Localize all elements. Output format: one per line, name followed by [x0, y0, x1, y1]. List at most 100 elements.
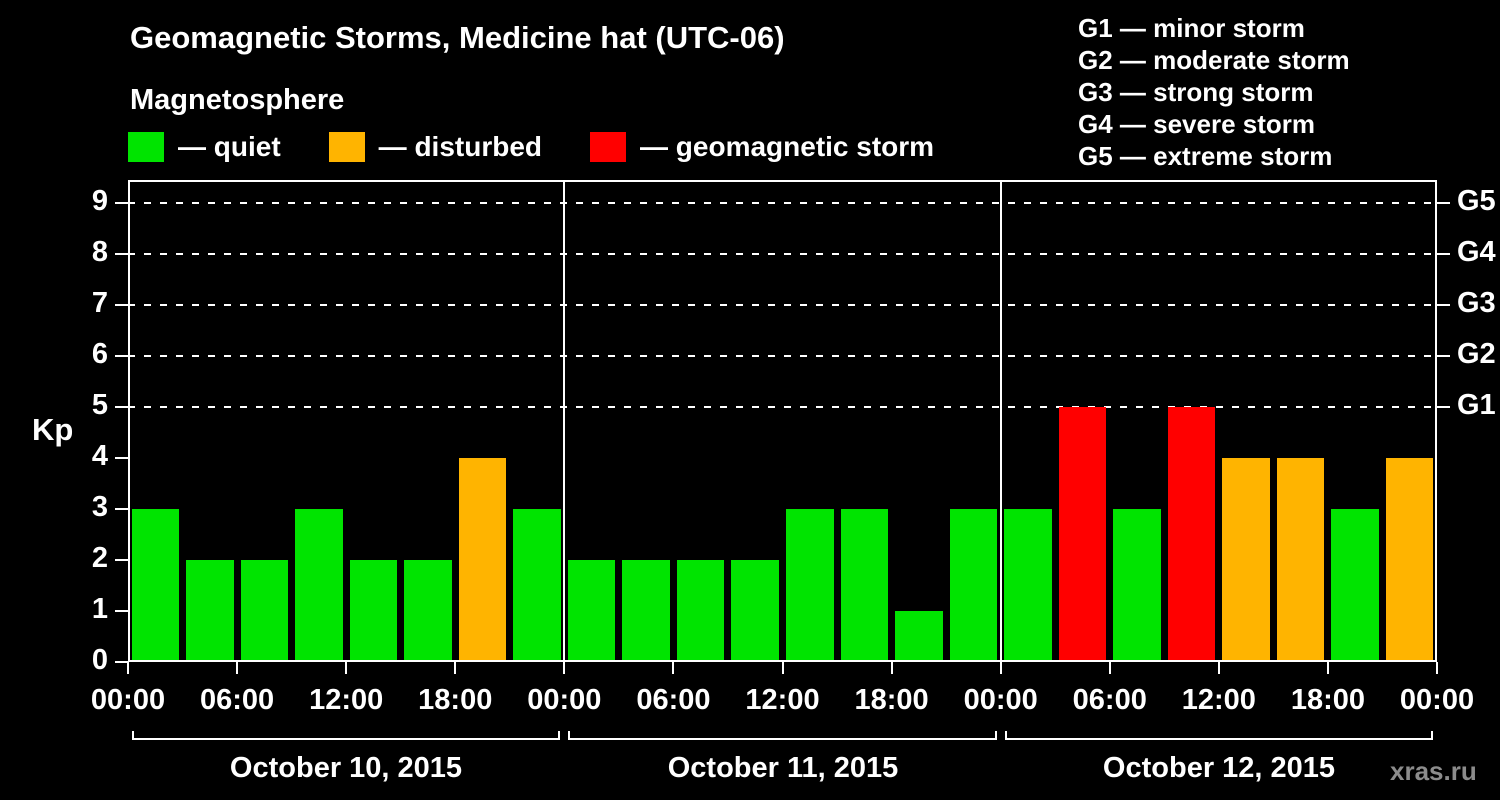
quiet-color-swatch — [128, 132, 164, 162]
x-tick-label: 12:00 — [745, 684, 820, 716]
g-tick-label: G3 — [1457, 287, 1496, 319]
x-tick-label: 06:00 — [636, 684, 711, 716]
kp-bar — [240, 560, 289, 662]
y-tick — [115, 253, 128, 255]
y-tick — [115, 304, 128, 306]
day-bracket-end — [1431, 731, 1433, 740]
x-tick — [127, 662, 129, 674]
x-tick-label: 12:00 — [309, 684, 384, 716]
y-tick-label: 2 — [91, 542, 108, 574]
kp-bar — [676, 560, 725, 662]
page-title: Geomagnetic Storms, Medicine hat (UTC-06… — [130, 20, 785, 55]
day-label-2: October 11, 2015 — [667, 752, 899, 784]
kp-bar — [1058, 407, 1107, 662]
gridline-kp-6 — [128, 355, 1437, 357]
x-tick — [672, 662, 675, 674]
kp-bar — [295, 509, 343, 662]
kp-bar — [349, 560, 398, 662]
legend: — quiet — disturbed — geomagnetic storm — [128, 131, 934, 163]
day-bracket-end — [994, 731, 997, 740]
kp-bar — [949, 509, 998, 662]
g-tick — [1437, 202, 1450, 204]
y-tick-label: 7 — [91, 287, 108, 319]
x-tick — [345, 662, 348, 674]
g-tick-label: G2 — [1457, 338, 1496, 370]
g-tick — [1437, 253, 1450, 255]
day-bracket-end — [132, 731, 134, 740]
g1-legend-line: G1 — minor storm — [1078, 13, 1305, 43]
x-tick — [1326, 662, 1329, 674]
y-tick — [115, 406, 128, 408]
x-tick — [563, 662, 566, 674]
x-tick-label: 18:00 — [418, 684, 493, 716]
g3-legend-line: G3 — strong storm — [1078, 77, 1314, 107]
y-tick-label: 6 — [91, 338, 108, 370]
day-bracket-line — [1004, 738, 1433, 740]
g-tick-label: G5 — [1457, 185, 1496, 217]
y-tick-label: 1 — [91, 593, 108, 625]
kp-bar — [1167, 407, 1216, 662]
kp-bar — [1331, 509, 1379, 662]
x-tick — [999, 662, 1002, 674]
x-tick-label: 18:00 — [854, 684, 929, 716]
x-tick-label: 06:00 — [1072, 684, 1147, 716]
day-separator — [999, 180, 1002, 662]
gridline-kp-9 — [128, 202, 1437, 204]
x-tick-label: 00:00 — [90, 684, 166, 716]
kp-bar — [1004, 509, 1052, 662]
day-bracket-end — [558, 731, 561, 740]
g2-legend-line: G2 — moderate storm — [1078, 45, 1350, 75]
g-tick — [1437, 355, 1450, 357]
day-bracket-end — [568, 731, 571, 740]
watermark: xras.ru — [1390, 756, 1477, 786]
plot-border — [128, 180, 1437, 662]
y-tick-label: 4 — [91, 440, 108, 472]
day-bracket-line — [568, 738, 997, 740]
x-tick — [236, 662, 239, 674]
kp-bar — [1222, 458, 1270, 662]
legend-item-storm: — geomagnetic storm — [590, 131, 934, 163]
g-tick-label: G1 — [1457, 389, 1496, 421]
kp-bar — [186, 560, 234, 662]
kp-bar — [404, 560, 452, 662]
kp-bar — [458, 458, 507, 662]
x-tick — [454, 662, 457, 674]
y-axis-title: Kp — [32, 412, 74, 447]
kp-bar — [1385, 458, 1434, 662]
y-tick — [115, 355, 128, 357]
kp-bar — [567, 560, 616, 662]
x-tick — [1436, 662, 1438, 674]
legend-label-quiet: — quiet — [178, 131, 281, 162]
day-bracket-line — [132, 738, 561, 740]
g5-legend-line: G5 — extreme storm — [1078, 141, 1333, 171]
x-tick — [1108, 662, 1111, 674]
x-tick-label: 18:00 — [1290, 684, 1365, 716]
day-label-1: October 10, 2015 — [229, 752, 463, 784]
day-bracket-end — [1004, 731, 1007, 740]
day-separator — [563, 180, 566, 662]
day-label-3: October 12, 2015 — [1102, 752, 1336, 784]
y-tick-label: 0 — [91, 644, 108, 676]
legend-label-storm: — geomagnetic storm — [640, 131, 935, 162]
kp-bar — [622, 560, 670, 662]
kp-bar — [1113, 509, 1161, 662]
kp-bar — [513, 509, 561, 662]
y-tick-label: 8 — [91, 236, 108, 268]
y-tick — [115, 457, 128, 459]
legend-label-disturbed: — disturbed — [378, 131, 543, 162]
storm-color-swatch — [590, 132, 627, 162]
y-tick-label: 9 — [91, 185, 108, 217]
kp-bar — [786, 509, 834, 662]
y-tick — [115, 202, 128, 204]
legend-item-quiet: — quiet — [128, 131, 281, 163]
y-tick — [115, 508, 128, 510]
y-tick — [115, 610, 128, 612]
kp-bar — [131, 509, 180, 662]
y-tick — [115, 559, 128, 561]
kp-bar — [731, 560, 779, 662]
legend-item-disturbed: — disturbed — [328, 131, 543, 163]
x-tick-label: 00:00 — [1399, 684, 1475, 716]
kp-bar — [895, 611, 943, 662]
